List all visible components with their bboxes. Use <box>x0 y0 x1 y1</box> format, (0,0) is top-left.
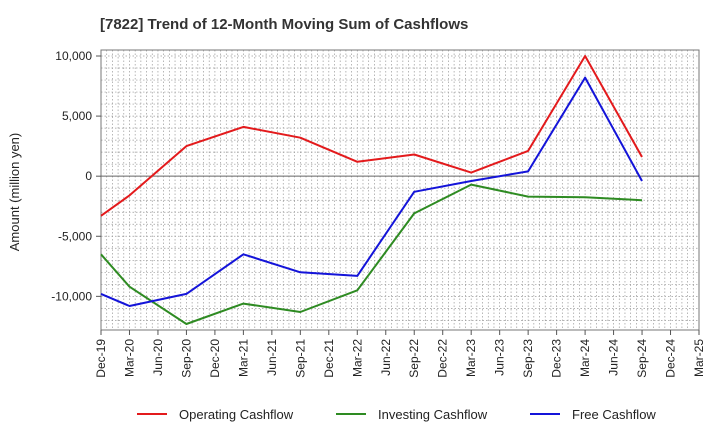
legend-label: Operating Cashflow <box>179 407 294 422</box>
x-tick-label: Jun-20 <box>151 339 165 376</box>
x-tick-label: Sep-21 <box>293 339 307 378</box>
series-line-investing-cashflow <box>100 183 643 325</box>
x-tick-label: Sep-24 <box>635 339 649 378</box>
x-tick-label: Mar-24 <box>578 339 592 377</box>
legend: Operating Cashflow Investing Cashflow Free… <box>137 407 656 422</box>
x-tick-label: Mar-23 <box>464 339 478 377</box>
x-tick-label: Dec-19 <box>94 339 108 378</box>
y-tick-label: -5,000 <box>58 229 92 243</box>
legend-label: Free Cashflow <box>572 407 656 422</box>
x-tick-label: Dec-23 <box>550 339 564 378</box>
x-tick-label: Sep-20 <box>179 339 193 378</box>
series-line-free-cashflow <box>100 76 643 307</box>
legend-label: Investing Cashflow <box>378 407 488 422</box>
x-tick-label: Dec-21 <box>322 339 336 378</box>
x-tick-label: Dec-24 <box>664 339 678 378</box>
y-tick-label: -10,000 <box>51 289 92 303</box>
grid-lines <box>100 50 699 330</box>
x-tick-label: Sep-23 <box>521 339 535 378</box>
chart-title: [7822] Trend of 12-Month Moving Sum of C… <box>100 16 468 33</box>
x-tick-label: Mar-25 <box>692 339 706 377</box>
y-tick-labels: 10,000 5,000 0 -5,000 -10,000 <box>51 49 101 303</box>
x-tick-labels: Dec-19 Mar-20 Jun-20 Sep-20 Dec-20 Mar-21 Jun-… <box>94 330 706 378</box>
x-tick-label: Mar-20 <box>122 339 136 377</box>
x-tick-label: Jun-21 <box>265 339 279 376</box>
x-tick-label: Jun-22 <box>379 339 393 376</box>
x-tick-label: Dec-20 <box>208 339 222 378</box>
series-lines <box>100 55 643 325</box>
x-tick-label: Sep-22 <box>407 339 421 378</box>
x-tick-label: Mar-21 <box>236 339 250 377</box>
y-tick-label: 0 <box>85 169 92 183</box>
x-tick-label: Mar-22 <box>350 339 364 377</box>
series-line-operating-cashflow <box>100 55 643 217</box>
y-tick-label: 10,000 <box>55 49 92 63</box>
x-tick-label: Jun-23 <box>493 339 507 376</box>
x-tick-label: Dec-22 <box>436 339 450 378</box>
plot-area <box>100 49 700 331</box>
y-tick-label: 5,000 <box>62 109 92 123</box>
y-axis-label: Amount (million yen) <box>7 133 22 252</box>
x-tick-label: Jun-24 <box>607 339 621 376</box>
